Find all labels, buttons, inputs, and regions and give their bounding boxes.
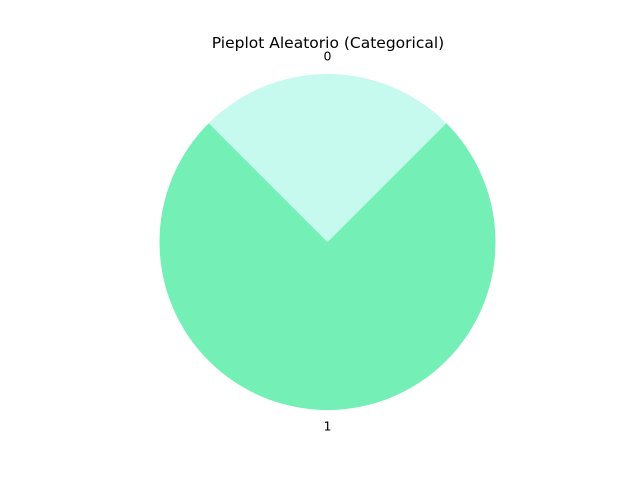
slice-label-1: 1: [324, 418, 332, 433]
pie-slice-0: [208, 74, 447, 242]
chart-title: Pieplot Aleatorio (Categorical): [211, 34, 445, 52]
slice-label-0: 0: [324, 49, 332, 64]
pie-slice-1: [159, 123, 496, 410]
